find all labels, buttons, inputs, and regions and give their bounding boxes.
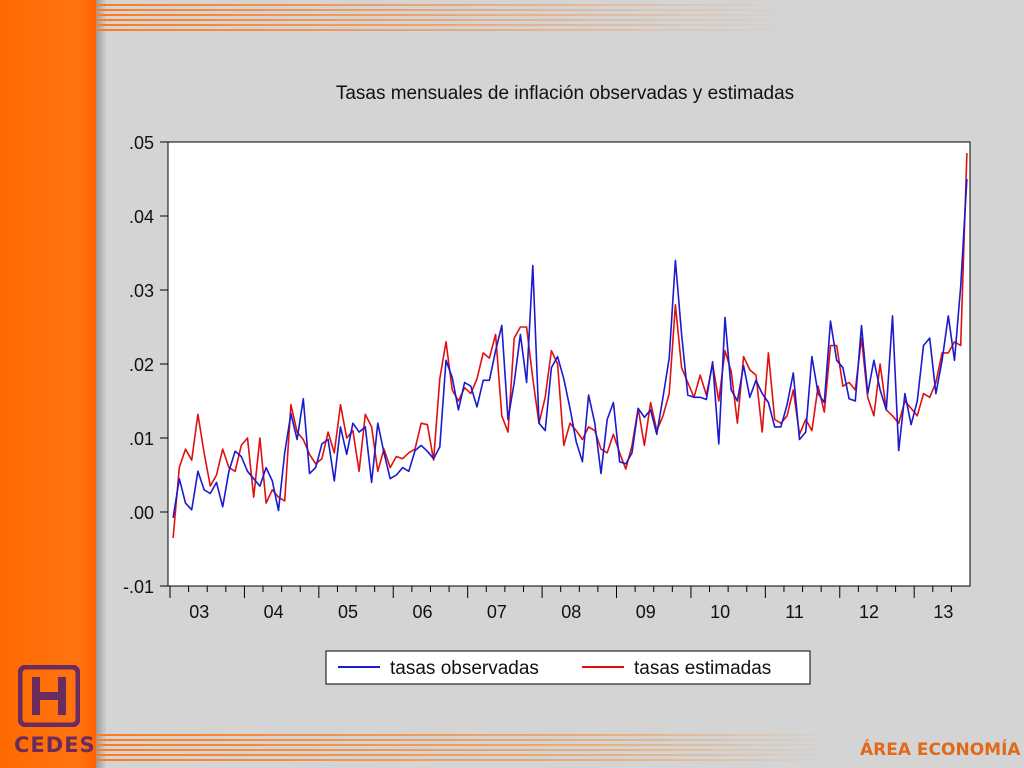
left-band-shadow: [96, 0, 106, 768]
top-decorative-stripes: [96, 4, 796, 38]
chart-title: Tasas mensuales de inflación observadas …: [335, 83, 795, 104]
y-tick-label: .00: [129, 503, 154, 523]
x-tick-label: 08: [561, 602, 581, 622]
y-tick-label: .01: [129, 429, 154, 449]
cedes-logo-icon: [18, 665, 80, 727]
x-tick-label: 10: [710, 602, 730, 622]
plot-area: [167, 141, 971, 587]
bottom-decorative-stripes: [96, 734, 836, 768]
x-tick-label: 11: [785, 602, 804, 622]
y-tick-label: .05: [129, 133, 154, 153]
legend-label: tasas observadas: [390, 658, 539, 679]
y-tick-label: .02: [129, 355, 154, 375]
x-tick-label: 05: [338, 602, 358, 622]
x-axis: 03 04 05 06 07 08 09 10 11 12 13: [169, 586, 953, 622]
legend: tasas observadas tasas estimadas: [325, 650, 811, 685]
x-tick-label: 06: [412, 602, 432, 622]
series-line-tasas-observadas: [172, 178, 968, 519]
legend-label: tasas estimadas: [634, 658, 771, 679]
legend-box: [325, 650, 811, 685]
y-tick-label: .03: [129, 281, 154, 301]
series-layer: [172, 153, 968, 538]
x-tick-label: 07: [487, 602, 507, 622]
y-tick-label: -.01: [123, 577, 154, 597]
x-tick-label: 03: [189, 602, 209, 622]
y-axis: .05 .04 .03 .02 .01 .00 -.01: [123, 133, 168, 597]
x-tick-label: 04: [264, 602, 284, 622]
y-tick-label: .04: [129, 207, 154, 227]
area-economia-label: ÁREA ECONOMÍA: [860, 740, 1021, 760]
left-orange-band: [0, 0, 96, 768]
logo-text: CEDES: [14, 733, 96, 757]
x-tick-label: 12: [859, 602, 879, 622]
x-tick-label: 09: [636, 602, 656, 622]
x-tick-label: 13: [933, 602, 953, 622]
